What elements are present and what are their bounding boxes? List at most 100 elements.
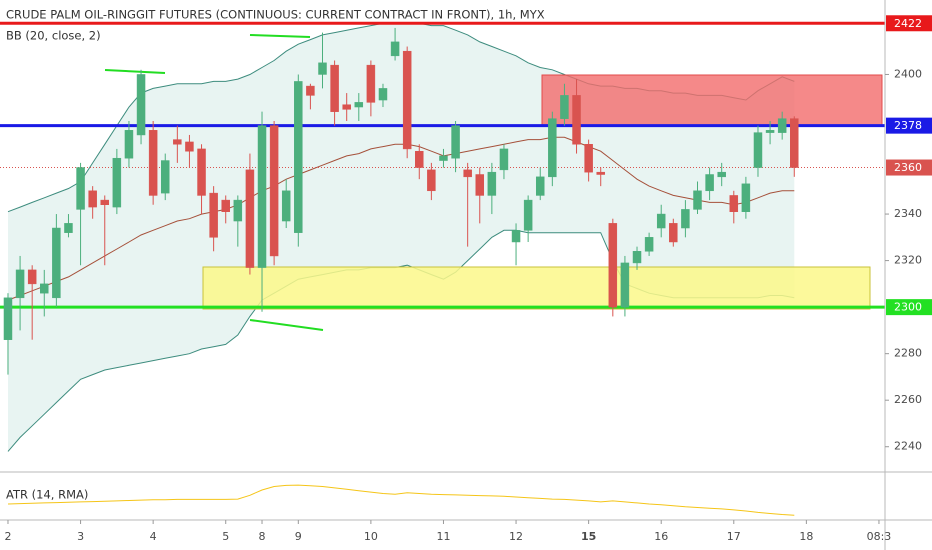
x-tick-label: 3 [77,530,84,543]
candle-body [378,88,388,101]
x-tick-label: 2 [4,530,11,543]
candle-body [197,148,206,196]
level-price-tag-bg [886,117,932,134]
candle-body [632,251,642,264]
candle-body [342,104,351,110]
x-tick-label: 15 [581,530,596,543]
candle-body [790,118,799,168]
candle-body [173,139,182,145]
candle-body [3,297,13,340]
candle-body [245,169,255,268]
y-tick-label: 2260 [894,393,922,406]
x-tick-label: 4 [150,530,157,543]
atr-line [7,484,795,516]
candle-body [596,171,605,175]
chart-title: CRUDE PALM OIL-RINGGIT FUTURES (CONTINUO… [6,8,545,22]
y-tick-label: 2400 [894,67,922,80]
trend-line [249,319,324,331]
candle-body [584,144,593,173]
x-tick-label: 12 [509,530,523,543]
main-layer [0,21,885,516]
candle-body [257,125,267,268]
candle-body [88,190,97,208]
candle-body [100,199,110,206]
last-price-tag-bg [886,159,932,176]
candle-body [40,283,49,294]
y-tick-label: 2340 [894,207,922,220]
candle-body [463,169,472,178]
y-tick-label: 2320 [894,254,922,267]
candle-body [306,85,315,96]
candle-body [136,74,146,136]
candle-body [294,81,303,233]
candle-body [548,118,557,178]
candle-body [318,62,327,75]
candle-body [330,64,339,112]
resistance-zone [541,74,883,126]
candle-body [741,183,751,212]
candle-body [693,190,702,210]
support-zone [202,266,871,310]
candle-body [499,148,509,171]
candle-body [185,141,194,152]
candle-body [209,192,218,238]
candle-body [753,132,763,168]
x-tick-label: 10 [364,530,378,543]
candle-body [669,223,678,243]
trend-line [249,34,311,38]
band-fill [8,23,795,452]
candle-body [64,223,73,233]
atr-label: ATR (14, RMA) [6,488,88,502]
candle-body [656,213,666,229]
candle-body [487,171,497,196]
candle-body [27,269,37,285]
candle-body [620,262,630,308]
x-tick-label: 5 [222,530,229,543]
x-tick-label: 9 [295,530,302,543]
candle-body [390,41,400,57]
candle-body [560,95,569,119]
x-tick-label: 17 [727,530,741,543]
level-price-tag: 2300 [894,301,922,314]
candle-body [148,130,158,196]
candle-body [354,102,364,108]
candle-body [439,155,448,161]
candle-body [535,176,545,196]
candle-body [15,269,25,299]
candle-body [608,223,618,308]
level-price-tag: 2422 [894,17,922,30]
level-price-tag-bg [886,299,932,316]
x-tick-label: 18 [799,530,813,543]
candle-body [112,157,122,208]
last-price-tag: 2360 [894,161,922,174]
candle-body [777,118,787,133]
candle-body [160,160,170,194]
candle-body [269,125,279,257]
candle-body [427,169,436,192]
candle-body [511,230,521,243]
candle-body [76,167,85,210]
candle-body [451,125,460,159]
candle-body [717,171,726,178]
candle-body [523,199,533,231]
level-price-tag-bg [886,15,932,32]
candle-body [124,130,134,159]
y-tick-label: 2280 [894,347,922,360]
candle-body [281,190,291,222]
level-price-tag: 2378 [894,119,922,132]
candle-body [765,130,775,133]
candle-body [52,227,61,299]
candle-body [705,174,714,192]
x-tick-label: 16 [654,530,668,543]
candle-body [402,50,412,150]
candle-body [221,199,230,212]
x-tick-label: 08:3 [867,530,892,543]
axis-layer: 2240 2260 2280 2320 2340 2400 2422 2378 2300 2360… [4,15,932,543]
x-tick-label: 11 [436,530,450,543]
band-basis-line [7,136,795,301]
candle-body [729,195,739,212]
indicator-label: BB (20, close, 2) [6,29,101,43]
x-tick-label: 8 [259,530,266,543]
candle-body [644,237,654,252]
